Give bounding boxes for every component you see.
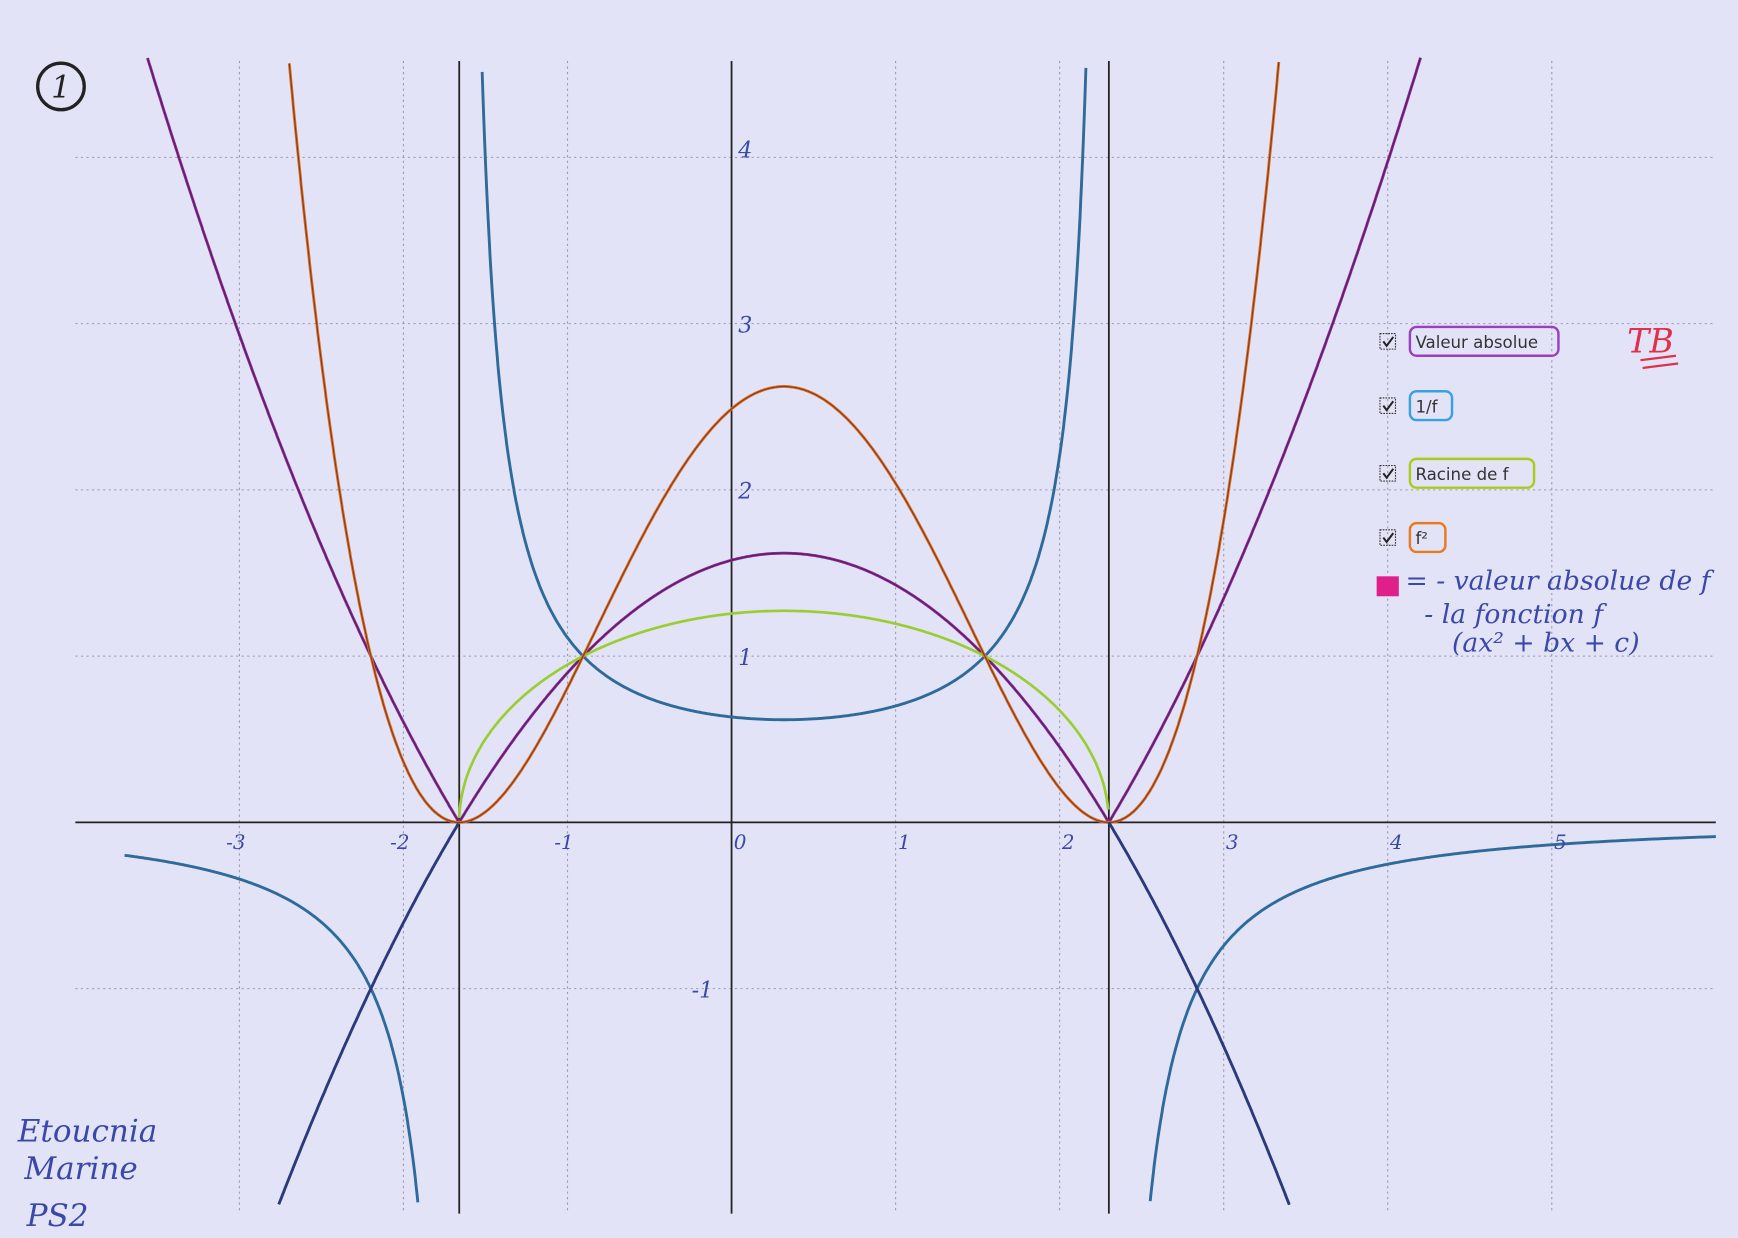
class-label: PS2 — [26, 1198, 89, 1234]
y-tick-label: 4 — [737, 137, 752, 163]
x-tick-label: -1 — [554, 830, 573, 854]
x-tick-label: -2 — [390, 830, 409, 854]
series-4-curve — [287, 61, 1281, 824]
y-tick-label: 3 — [738, 312, 752, 338]
checkmark-icon — [1382, 468, 1395, 480]
tick-labels: -3 -2 -1 0 1 2 3 4 5 4 3 2 1 -1 — [226, 137, 1567, 1003]
legend-highlight-2 — [1408, 390, 1454, 422]
grade-mark: TB — [1627, 321, 1674, 360]
legend-checkbox-3 — [1379, 464, 1397, 482]
legend-label-1: Valeur absolue — [1415, 333, 1538, 352]
axes — [75, 60, 1716, 1214]
grade-underline — [1640, 354, 1677, 362]
grid — [75, 60, 1716, 1214]
x-tick-label: -3 — [226, 830, 245, 854]
y-tick-label: -1 — [692, 977, 714, 1003]
curves — [123, 57, 1717, 1206]
legend-label-2: 1/f — [1415, 397, 1438, 416]
legend-checkbox-1 — [1379, 333, 1397, 350]
checkmark-icon — [1382, 400, 1395, 412]
note-line-3: (ax² + bx + c) — [1452, 628, 1640, 659]
student-name-line-2: Marine — [23, 1151, 137, 1187]
exercise-number-circle — [36, 61, 86, 112]
legend-label-4: f² — [1415, 529, 1428, 548]
x-tick-label: 2 — [1061, 830, 1075, 854]
legend-highlight-4 — [1408, 521, 1447, 554]
series-4-overlay — [288, 62, 1280, 823]
x-tick-label: 5 — [1554, 830, 1567, 854]
series-1-curve — [146, 57, 1422, 824]
legend: Valeur absolue 1/f Racine de f f² — [1379, 325, 1560, 554]
legend-highlight-1 — [1408, 325, 1560, 357]
note-line-1: = - valeur absolue de f — [1405, 566, 1714, 597]
legend-highlight-3 — [1408, 457, 1536, 489]
legend-label-3: Racine de f — [1415, 465, 1509, 484]
grade-underline — [1642, 362, 1679, 370]
x-tick-label: 4 — [1389, 830, 1403, 854]
checkmark-icon — [1382, 532, 1395, 544]
note-line-2: - la fonction f — [1424, 599, 1607, 630]
x-tick-label: 1 — [898, 830, 911, 854]
series-1-overlay — [146, 57, 1422, 824]
y-tick-label: 1 — [738, 645, 752, 671]
checkmark-icon — [1382, 336, 1395, 348]
note-color-swatch — [1376, 576, 1399, 597]
y-tick-label: 2 — [737, 479, 752, 505]
series-3-curve — [457, 609, 1110, 819]
exercise-number: 1 — [51, 70, 71, 106]
x-tick-label: 0 — [734, 830, 747, 854]
series-5-curve — [277, 821, 1291, 1206]
x-tick-label: 3 — [1226, 830, 1239, 854]
student-name-line-1: Etoucnia — [17, 1114, 158, 1150]
legend-checkbox-2 — [1379, 397, 1397, 414]
